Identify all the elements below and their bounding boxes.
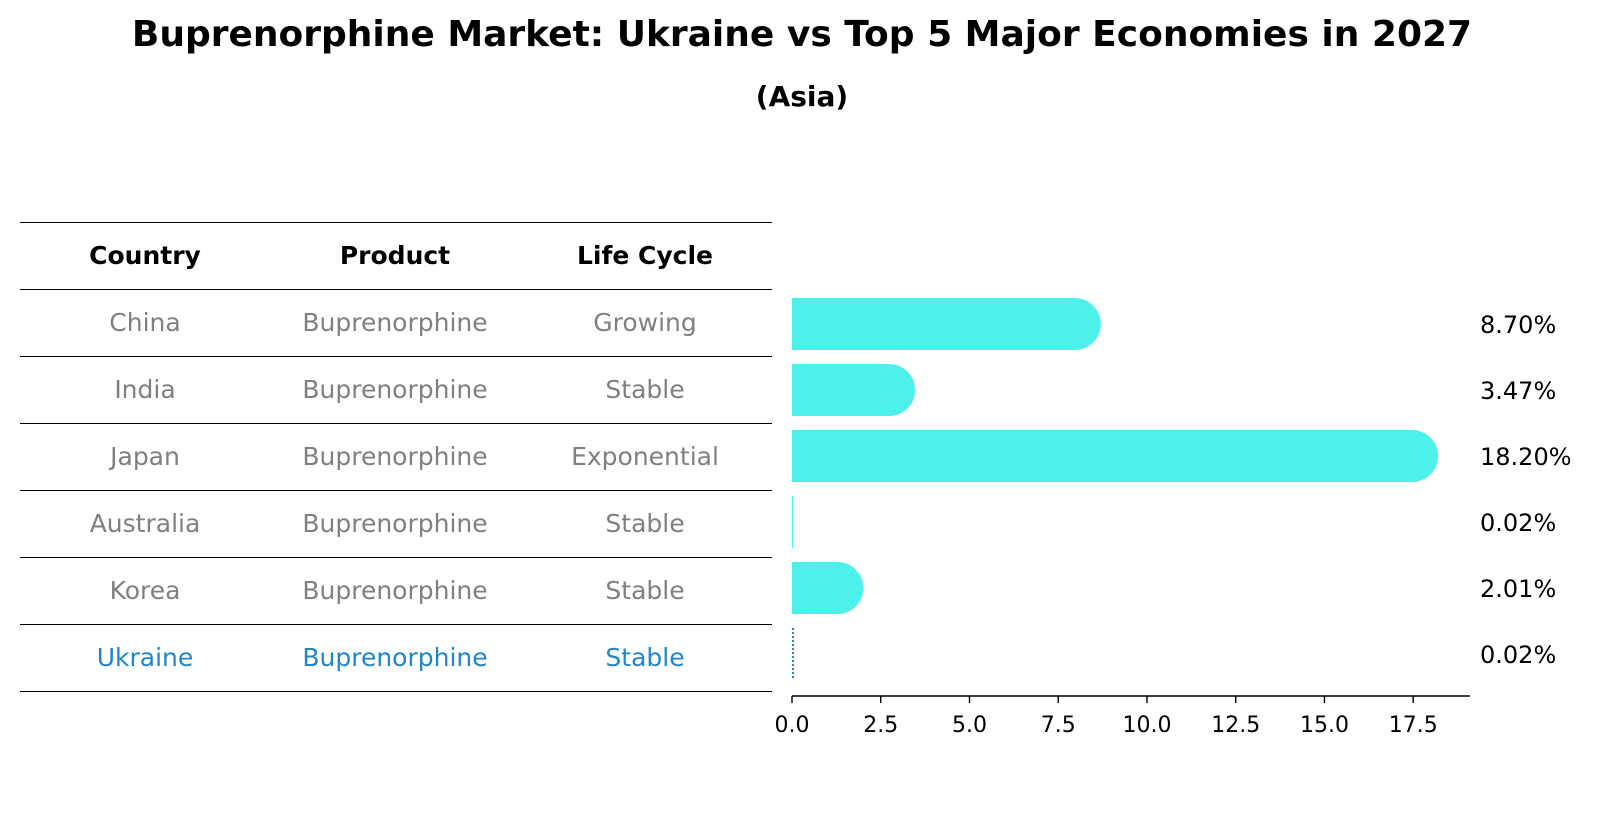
cell-country: India [114, 375, 176, 404]
table-row: Korea Buprenorphine Stable [20, 557, 772, 624]
chart-title: Buprenorphine Market: Ukraine vs Top 5 M… [131, 14, 1473, 55]
value-label: 2.01% [1480, 575, 1556, 603]
cell-product: Buprenorphine [302, 643, 488, 672]
value-label: 3.47% [1480, 377, 1556, 405]
table-row-highlighted: Ukraine Buprenorphine Stable [20, 624, 772, 692]
bar-japan [792, 430, 1439, 482]
cell-product: Buprenorphine [302, 509, 488, 538]
cell-country: China [109, 308, 181, 337]
bar-china [792, 298, 1101, 350]
header-life-cycle: Life Cycle [576, 241, 714, 270]
value-label: 0.02% [1480, 641, 1556, 669]
bar-india [792, 364, 916, 416]
bar-australia [792, 496, 793, 548]
value-label: 18.20% [1480, 443, 1572, 471]
bar-korea [792, 562, 864, 614]
cell-life-cycle: Growing [593, 308, 697, 337]
chart-subtitle: (Asia) [755, 80, 849, 113]
x-tick-label: 7.5 [1041, 713, 1076, 738]
cell-country: Korea [109, 576, 181, 605]
cell-product: Buprenorphine [302, 375, 488, 404]
x-tick-label: 5.0 [952, 713, 987, 738]
x-tick-label: 12.5 [1211, 713, 1260, 738]
cell-life-cycle: Stable [605, 375, 685, 404]
cell-life-cycle: Stable [605, 643, 685, 672]
cell-life-cycle: Stable [605, 509, 685, 538]
cell-product: Buprenorphine [302, 576, 488, 605]
cell-country: Japan [110, 442, 180, 471]
cell-country: Ukraine [96, 643, 194, 672]
x-tick-label: 0.0 [775, 713, 810, 738]
header-product: Product [339, 241, 451, 270]
cell-life-cycle: Exponential [571, 442, 719, 471]
table-row: China Buprenorphine Growing [20, 289, 772, 356]
x-tick-label: 17.5 [1389, 713, 1438, 738]
table-row: India Buprenorphine Stable [20, 356, 772, 423]
cell-country: Australia [89, 509, 201, 538]
cell-product: Buprenorphine [302, 308, 488, 337]
table-row: Australia Buprenorphine Stable [20, 490, 772, 557]
table-row: Japan Buprenorphine Exponential [20, 423, 772, 490]
value-label: 0.02% [1480, 509, 1556, 537]
x-tick-label: 2.5 [863, 713, 898, 738]
x-tick-label: 10.0 [1122, 713, 1171, 738]
table-header-row: Country Product Life Cycle [20, 222, 772, 289]
cell-life-cycle: Stable [605, 576, 685, 605]
value-label: 8.70% [1480, 311, 1556, 339]
header-country: Country [89, 241, 201, 270]
x-tick-label: 15.0 [1300, 713, 1349, 738]
cell-product: Buprenorphine [302, 442, 488, 471]
data-table: Country Product Life Cycle China Bupreno… [20, 222, 772, 692]
